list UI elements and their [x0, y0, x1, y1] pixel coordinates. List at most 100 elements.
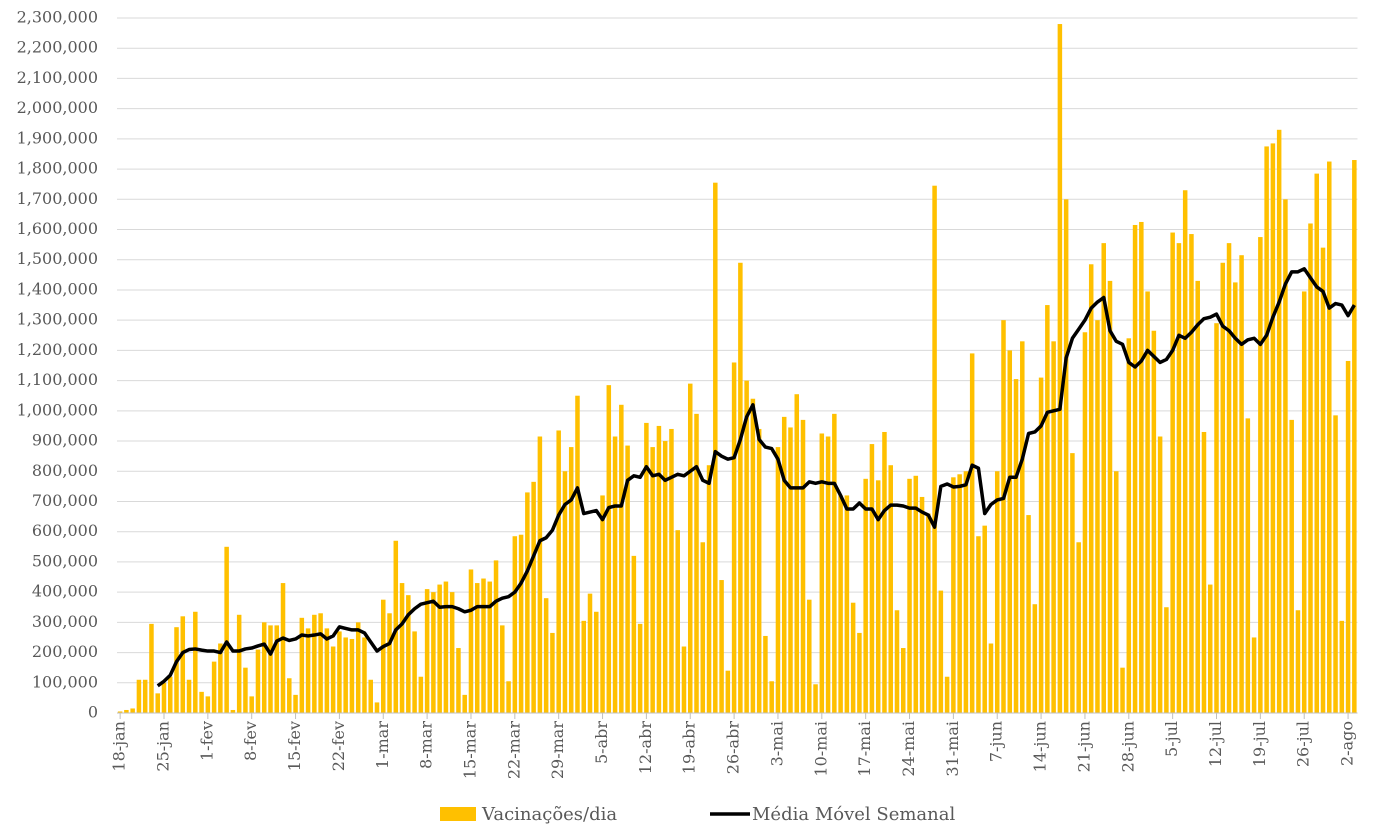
bar: [587, 593, 593, 713]
bar: [662, 441, 668, 713]
legend-label: Vacinações/dia: [481, 804, 617, 825]
bar: [700, 542, 706, 713]
bar: [161, 682, 167, 713]
bar: [299, 617, 305, 713]
y-tick-label: 800,000: [32, 461, 98, 480]
bar: [1082, 332, 1088, 713]
bar: [944, 676, 950, 713]
bar: [1088, 264, 1094, 713]
bar: [888, 465, 893, 713]
bar: [305, 628, 311, 713]
bar: [1283, 199, 1288, 714]
bar: [531, 481, 536, 713]
bar: [1333, 415, 1338, 713]
bar: [481, 578, 486, 713]
y-tick-label: 600,000: [32, 521, 98, 540]
bar: [374, 702, 380, 713]
bar: [1226, 243, 1232, 713]
bar: [186, 679, 192, 713]
bar: [1189, 234, 1194, 713]
bar: [1207, 584, 1213, 713]
bar: [1339, 620, 1345, 713]
y-tick-label: 2,000,000: [17, 98, 98, 117]
x-tick-label: 5-abr: [592, 721, 611, 764]
bar: [1276, 129, 1282, 714]
y-tick-label: 1,300,000: [17, 310, 98, 329]
bar: [1101, 243, 1106, 713]
y-tick-label: 2,200,000: [17, 38, 98, 57]
bar: [1176, 243, 1182, 713]
bar: [813, 684, 818, 713]
bar: [337, 631, 342, 713]
bar: [287, 678, 292, 713]
bar: [1107, 280, 1113, 713]
bar: [850, 602, 856, 713]
bar: [738, 262, 743, 713]
bar: [543, 598, 549, 713]
bar: [1132, 224, 1138, 713]
bar: [832, 413, 837, 713]
bar: [625, 445, 630, 713]
bar: [650, 447, 655, 713]
x-tick-label: 22-mar: [504, 721, 523, 779]
bar: [1013, 379, 1019, 713]
bar: [1233, 282, 1238, 713]
x-tick-label: 12-jul: [1206, 721, 1225, 767]
bar: [1295, 610, 1301, 713]
bar: [1057, 24, 1063, 714]
bar: [838, 495, 843, 713]
bar: [1164, 607, 1169, 713]
bar: [907, 478, 912, 713]
bar: [988, 643, 994, 713]
y-tick-label: 1,700,000: [17, 189, 98, 208]
bar: [236, 614, 242, 713]
bar: [418, 676, 424, 713]
bar: [1220, 262, 1226, 713]
x-tick-label: 7-jun: [987, 721, 1006, 762]
bar: [437, 584, 442, 713]
bar: [167, 676, 173, 713]
bar: [268, 625, 273, 713]
bar: [1258, 237, 1263, 713]
bar: [1038, 377, 1044, 713]
bar: [224, 546, 229, 713]
bar: [1320, 247, 1326, 714]
bar: [951, 477, 956, 713]
x-tick-label: 26-abr: [724, 721, 743, 775]
bar: [1139, 221, 1144, 713]
x-tick-label: 21-jun: [1074, 721, 1093, 772]
y-tick-label: 1,100,000: [17, 370, 98, 389]
y-tick-label: 700,000: [32, 491, 98, 510]
bar: [1026, 515, 1031, 713]
bar: [468, 569, 474, 713]
bar: [1114, 471, 1119, 713]
bar: [1327, 161, 1332, 714]
bar: [781, 416, 787, 713]
bar: [493, 560, 499, 713]
bar: [218, 643, 223, 713]
moving-average-line: [156, 267, 1356, 688]
bar: [1251, 637, 1257, 713]
bar: [487, 581, 493, 713]
y-tick-label: 1,000,000: [17, 400, 98, 419]
bar: [756, 428, 762, 713]
bar: [581, 620, 586, 713]
bar: [1001, 320, 1006, 713]
bar: [424, 589, 430, 713]
y-tick-label: 1,400,000: [17, 279, 98, 298]
bar: [788, 427, 793, 713]
y-tick-label: 900,000: [32, 431, 98, 450]
bar: [619, 404, 624, 713]
bar: [343, 637, 348, 713]
bar: [393, 540, 399, 713]
bar: [249, 696, 254, 713]
bar: [926, 513, 931, 713]
bar: [293, 694, 298, 713]
bar: [1301, 291, 1307, 713]
bar: [550, 632, 555, 713]
bar: [656, 425, 662, 713]
bar: [719, 580, 724, 713]
bar: [744, 380, 749, 713]
bar: [800, 419, 806, 713]
